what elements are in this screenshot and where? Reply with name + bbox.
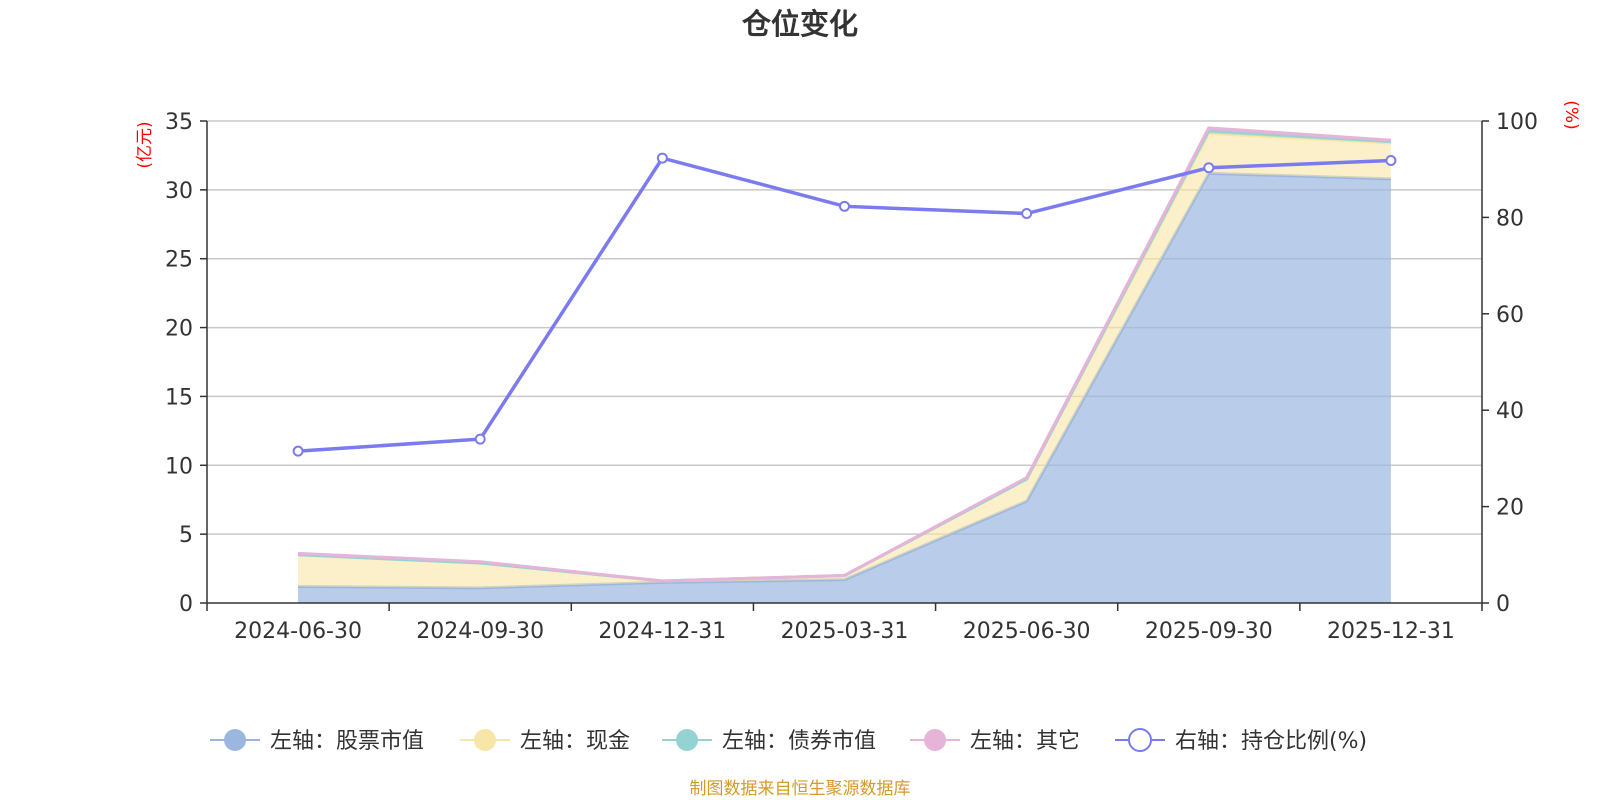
stacked-areas [298,126,1392,604]
area-edge-series-4 [298,126,1392,583]
area-series-1 [298,173,1391,604]
legend-label: 右轴：持仓比例(%) [1175,729,1367,754]
x-axis-tick-label: 2024-06-30 [234,619,362,644]
right-axis-tick-label: 60 [1496,303,1524,328]
ratio-point [474,433,486,445]
left-axis-unit: (亿元) [135,121,155,168]
left-axis-tick-label: 10 [165,454,193,479]
right-axis-unit: (%) [1561,100,1581,129]
source-note: 制图数据来自恒生聚源数据库 [689,779,911,799]
legend-symbol-dot [676,729,698,751]
legend-symbol-dot [474,729,496,751]
legend-symbol-dot [924,729,946,751]
axes: 0 5 10 15 20 25 30 35 0 20 40 60 80 100 2024-06-30 2024… [165,110,1538,644]
legend-item-4[interactable]: 左轴：其它 [910,729,1080,754]
legend-item-1[interactable]: 左轴：股票市值 [210,729,424,754]
right-axis-tick-label: 40 [1496,399,1524,424]
right-axis-tick-label: 80 [1496,206,1524,231]
x-axis-tick-label: 2024-12-31 [598,619,726,644]
right-axis-tick-label: 20 [1496,496,1524,521]
legend-label: 左轴：股票市值 [270,729,424,754]
left-axis-tick-label: 20 [165,317,193,342]
x-axis-tick-label: 2025-03-31 [781,619,909,644]
ratio-point [839,200,850,212]
ratio-line [292,152,1397,457]
left-axis-tick-label: 15 [165,385,193,410]
x-axis-tick-label: 2025-12-31 [1327,619,1455,644]
legend-symbol-dot [224,729,246,751]
x-axis-tick-label: 2025-09-30 [1145,619,1273,644]
left-axis-tick-label: 5 [179,523,193,548]
legend-symbol-dot [1128,728,1152,752]
legend-item-2[interactable]: 左轴：现金 [460,729,630,754]
x-axis-tick-label: 2025-06-30 [963,619,1091,644]
ratio-point [656,152,668,164]
ratio-point [1021,208,1033,220]
left-axis-tick-label: 30 [165,179,193,204]
legend-item-3[interactable]: 左轴：债券市值 [662,729,876,754]
legend[interactable]: 左轴：股票市值 左轴：现金 左轴：债券市值 左轴：其它 右轴：持仓比例(%) [210,728,1367,754]
chart-title: 仓位变化 [741,7,858,41]
ratio-point [1385,155,1397,167]
right-axis-tick-label: 0 [1496,592,1510,617]
ratio-point [292,445,304,457]
x-axis-tick-label: 2024-09-30 [416,619,544,644]
ratio-point [1203,162,1215,174]
legend-item-5[interactable]: 右轴：持仓比例(%) [1115,728,1367,754]
legend-label: 左轴：其它 [970,729,1080,754]
legend-label: 左轴：债券市值 [722,729,876,754]
left-axis-tick-label: 0 [179,592,193,617]
legend-label: 左轴：现金 [520,729,630,754]
right-axis-tick-label: 100 [1496,110,1538,135]
left-axis-tick-label: 35 [165,110,193,135]
left-axis-tick-label: 25 [165,248,193,273]
